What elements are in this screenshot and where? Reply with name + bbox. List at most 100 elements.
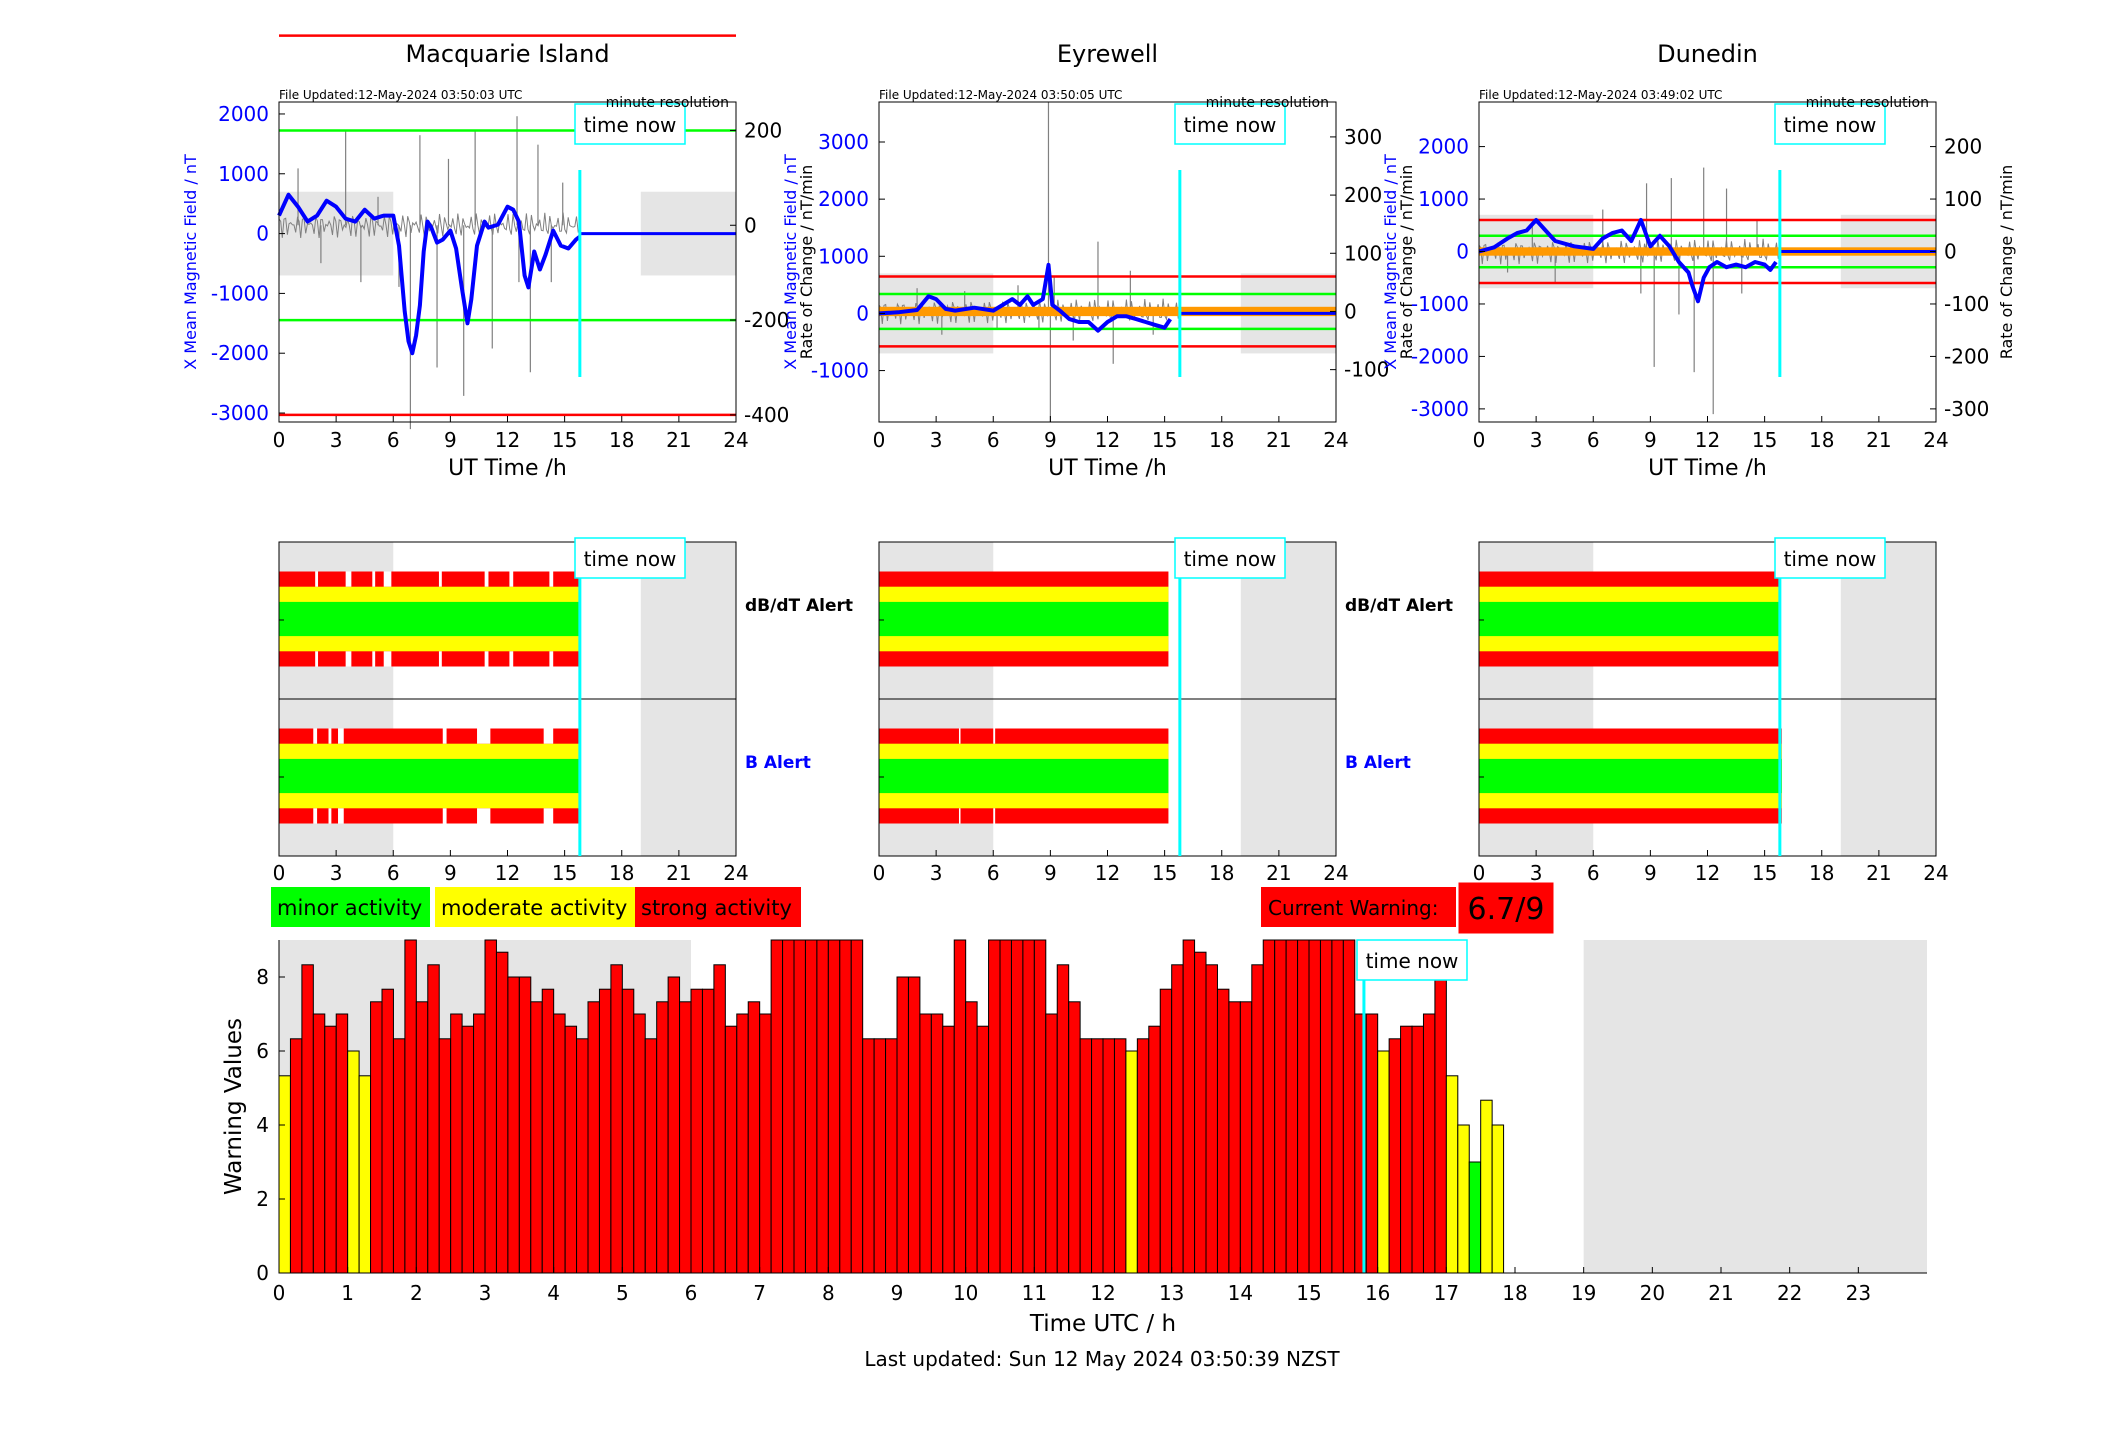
warning-bar: [1480, 1099, 1493, 1274]
warning-bar: [484, 939, 497, 1274]
warning-bar: [587, 1001, 600, 1274]
right-tick-label: -200: [744, 308, 789, 332]
x-tick-label: 6: [1587, 861, 1600, 885]
x-tick-label: 11: [1022, 1281, 1047, 1305]
warning-bar: [690, 988, 703, 1274]
warning-bar: [1010, 939, 1024, 1274]
legend-swatch-minor: [271, 887, 430, 927]
x-tick-label: 13: [1159, 1281, 1184, 1305]
warning-bar: [278, 1075, 291, 1274]
right-axis-label: Rate of Change / nT/min: [1997, 165, 2016, 360]
x-tick-label: 18: [1809, 861, 1834, 885]
dbdt-alert-band-gap: [345, 571, 352, 587]
warning-bar: [919, 1013, 932, 1274]
x-tick-label: 0: [273, 1281, 286, 1305]
x-tick-label: 21: [1266, 428, 1291, 452]
dbdt-alert-band-gap: [438, 651, 442, 667]
warning-bar: [782, 939, 795, 1274]
warning-bar: [495, 951, 509, 1274]
warning-bar: [930, 1013, 944, 1274]
warning-bar: [1491, 1124, 1505, 1274]
x-tick-label: 8: [822, 1281, 835, 1305]
b-alert-band-gap: [477, 728, 491, 744]
warning-bar: [553, 1013, 566, 1274]
dbdt-alert-band-layer: [279, 601, 580, 637]
x-tick-label: 21: [1708, 1281, 1733, 1305]
x-tick-label: 24: [1323, 428, 1348, 452]
left-tick-label: -1000: [211, 281, 269, 305]
left-tick-label: 0: [256, 222, 269, 246]
b-alert-band-gap: [338, 728, 344, 744]
dbdt-alert-band-gap: [383, 651, 392, 667]
file-updated: File Updated:12-May-2024 03:50:05 UTC: [879, 88, 1122, 102]
x-tick-label: 0: [1473, 861, 1486, 885]
dbdt-alert-band-gap: [509, 651, 514, 667]
x-tick-label: 17: [1434, 1281, 1459, 1305]
x-tick-label: 12: [1695, 428, 1720, 452]
x-tick-label: 15: [552, 428, 577, 452]
x-tick-label: 6: [387, 428, 400, 452]
x-tick-label: 12: [1095, 861, 1120, 885]
x-tick-label: 12: [495, 861, 520, 885]
warning-bar: [392, 1038, 406, 1274]
right-tick-label: 100: [1944, 187, 1982, 211]
left-tick-label: -1000: [811, 359, 869, 383]
warning-bar: [1274, 939, 1287, 1274]
warning-bar: [816, 939, 829, 1274]
warning-bar: [1136, 1038, 1150, 1274]
time-now-label: time now: [1784, 547, 1877, 571]
warning-bar: [507, 976, 520, 1274]
left-tick-label: 2000: [818, 187, 869, 211]
left-tick-label: -3000: [1411, 397, 1469, 421]
resolution-label: minute resolution: [1206, 95, 1329, 111]
b-alert-band-gap: [442, 808, 447, 824]
warning-bar: [770, 939, 784, 1274]
station-title: Eyrewell: [1057, 40, 1158, 68]
dbdt-alert-band-gap: [315, 651, 319, 667]
b-alert-label: B Alert: [1345, 753, 1411, 773]
x-tick-label: 20: [1640, 1281, 1665, 1305]
dbdt-alert-label: dB/dT Alert: [1345, 596, 1453, 616]
warning-bar: [965, 1001, 978, 1274]
x-tick-label: 10: [953, 1281, 978, 1305]
warning-bar: [370, 1001, 383, 1274]
legend-label-moderate: moderate activity: [441, 896, 627, 920]
warning-bar: [862, 1038, 875, 1274]
b-alert-band-gap: [313, 808, 318, 824]
station-panel-1: Eyrewell time now File Updated:12-May-2024…: [781, 40, 1416, 481]
warning-bar: [1262, 939, 1276, 1274]
warning-bar: [896, 976, 909, 1274]
warning-bar: [1216, 988, 1230, 1274]
warning-bar: [656, 1001, 669, 1274]
warning-bar: [713, 964, 726, 1274]
b-alert-band-gap: [328, 728, 332, 744]
x-tick-label: 9: [444, 861, 457, 885]
baseline-band: [879, 306, 1336, 317]
x-axis-label: UT Time /h: [448, 456, 567, 481]
dbdt-alert-band-gap: [484, 651, 489, 667]
x-tick-label: 9: [1044, 861, 1057, 885]
dbdt-alert-band-gap: [372, 651, 376, 667]
left-tick-label: 1000: [218, 162, 269, 186]
b-alert-band-gap: [958, 728, 961, 744]
current-warning: Current Warning: 6.7/9: [1261, 881, 1555, 935]
right-axis-label: Rate of Change / nT/min: [797, 165, 816, 360]
station-title: Macquarie Island: [405, 40, 609, 68]
left-tick-label: -1000: [1411, 292, 1469, 316]
y-tick-label: 2: [256, 1187, 269, 1211]
warning-bar: [1033, 939, 1047, 1274]
warning-bar: [885, 1038, 898, 1274]
warning-bar: [1400, 1025, 1413, 1274]
warning-bar: [1388, 1038, 1402, 1274]
x-tick-label: 24: [1923, 428, 1948, 452]
alert-panel-1: time now dB/dT Alert B Alert 0 3 6 9 12 15 18 21 24: [873, 537, 1453, 885]
warning-bar: [804, 939, 818, 1274]
x-tick-label: 21: [666, 428, 691, 452]
left-axis-label: X Mean Magnetic Field / nT: [181, 154, 200, 370]
warning-bar: [644, 1038, 658, 1274]
warning-bar: [839, 939, 852, 1274]
x-tick-label: 9: [1644, 861, 1657, 885]
current-warning-label: Current Warning:: [1268, 896, 1438, 920]
b-alert-band-layer: [879, 758, 1169, 794]
